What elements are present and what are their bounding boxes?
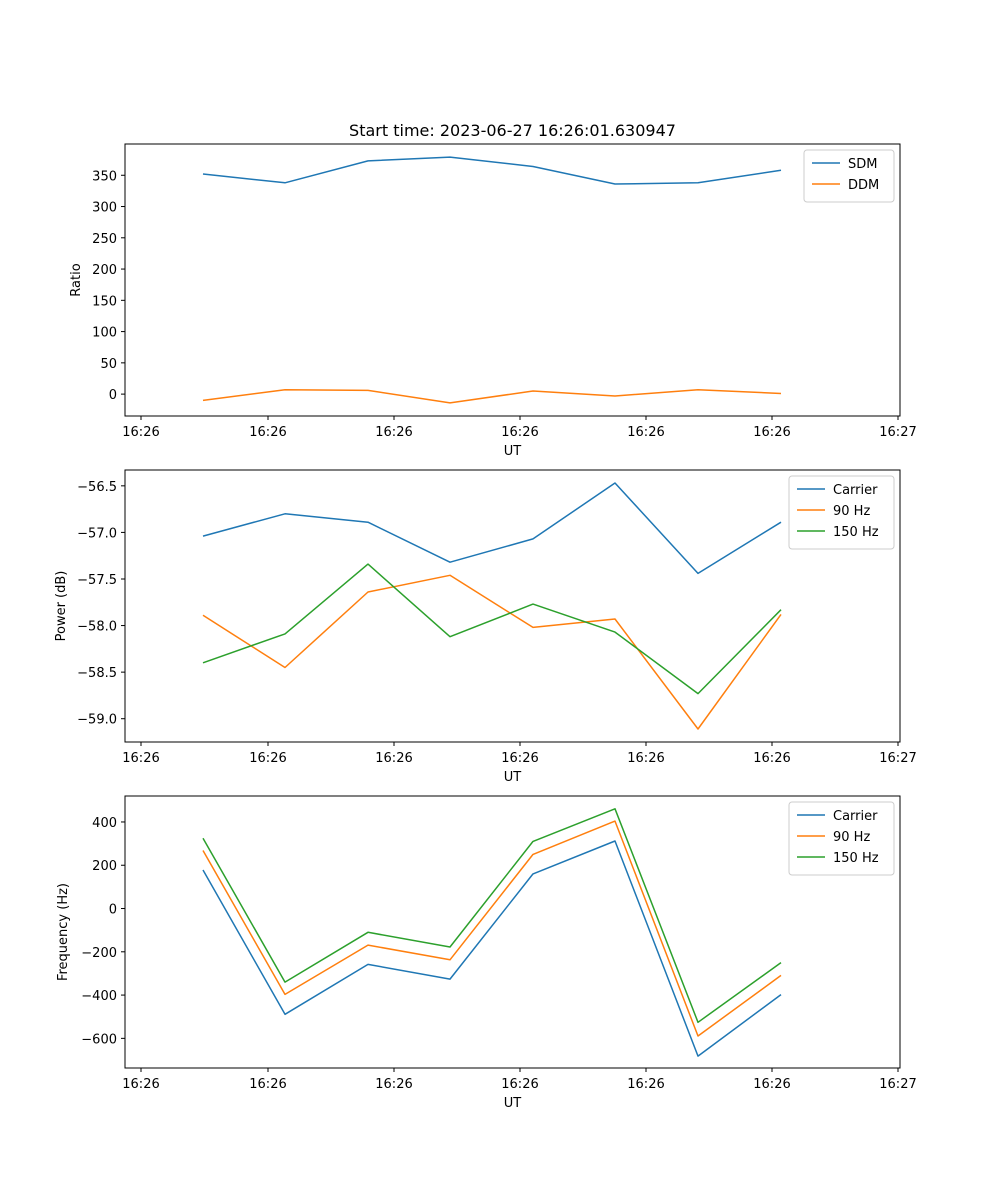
legend-label: SDM	[848, 157, 877, 172]
y-tick-label: −57.0	[77, 526, 117, 541]
y-tick-label: 50	[100, 357, 117, 372]
legend: SDM DDM	[803, 149, 895, 203]
x-tick-label: 16:26	[249, 425, 286, 440]
x-tick-label: 16:26	[501, 751, 538, 766]
legend-label: 90 Hz	[833, 830, 870, 845]
y-axis-label: Frequency (Hz)	[56, 883, 71, 981]
legend-label: 150 Hz	[833, 851, 879, 866]
y-tick-label: 200	[92, 263, 117, 278]
x-tick-label: 16:26	[122, 1077, 159, 1092]
x-tick-label: 16:26	[122, 751, 159, 766]
x-tick-label: 16:26	[753, 425, 790, 440]
y-axis-label: Ratio	[69, 263, 84, 296]
y-tick-label: 200	[92, 859, 117, 874]
legend-label: DDM	[848, 178, 879, 193]
chart-title: Start time: 2023-06-27 16:26:01.630947	[349, 121, 676, 140]
y-tick-label: 0	[109, 903, 117, 918]
series-line-sdm	[202, 156, 782, 185]
series-line-carrier	[202, 482, 782, 575]
x-tick-label: 16:26	[249, 751, 286, 766]
series-line-ddm	[202, 388, 782, 404]
plot-frame	[124, 469, 901, 743]
y-tick-label: 250	[92, 232, 117, 247]
x-tick-label: 16:26	[375, 751, 412, 766]
power-panel: 16:26 16:26 16:26 16:26 16:26 16:26 16:27 −59.0…	[54, 469, 917, 785]
series-line-90-hz	[202, 820, 782, 1037]
ratio-panel: Start time: 2023-06-27 16:26:01.630947 1…	[69, 121, 917, 459]
x-tick-label: 16:26	[122, 425, 159, 440]
plot-frame	[124, 143, 901, 417]
x-tick-label: 16:26	[627, 1077, 664, 1092]
y-tick-label: −57.5	[77, 573, 117, 588]
y-tick-label: 350	[92, 169, 117, 184]
x-axis-label: UT	[504, 444, 522, 459]
legend: Carrier 90 Hz 150 Hz	[788, 475, 895, 550]
series-line-150-hz	[202, 808, 782, 1024]
legend-label: Carrier	[833, 809, 878, 824]
y-tick-label: 0	[109, 388, 117, 403]
y-axis-label: Power (dB)	[54, 571, 69, 642]
frequency-panel: 16:26 16:26 16:26 16:26 16:26 16:26 16:27 −600 −…	[56, 795, 917, 1111]
x-tick-label: 16:26	[627, 425, 664, 440]
series-line-90-hz	[202, 574, 782, 730]
y-tick-label: −200	[81, 946, 117, 961]
y-tick-label: 400	[92, 816, 117, 831]
y-tick-label: −58.5	[77, 666, 117, 681]
y-tick-label: −56.5	[77, 480, 117, 495]
y-tick-label: −58.0	[77, 620, 117, 635]
legend: Carrier 90 Hz 150 Hz	[788, 801, 895, 876]
y-tick-label: 100	[92, 326, 117, 341]
y-tick-label: −59.0	[77, 713, 117, 728]
x-tick-label: 16:26	[501, 425, 538, 440]
x-tick-label: 16:26	[375, 1077, 412, 1092]
x-tick-label: 16:26	[627, 751, 664, 766]
x-axis-label: UT	[504, 1096, 522, 1111]
x-tick-label: 16:26	[375, 425, 412, 440]
x-axis-label: UT	[504, 770, 522, 785]
y-tick-label: −600	[81, 1032, 117, 1047]
x-tick-label: 16:26	[753, 751, 790, 766]
x-tick-label: 16:26	[753, 1077, 790, 1092]
y-tick-label: 300	[92, 201, 117, 216]
series-line-150-hz	[202, 563, 782, 695]
x-tick-label: 16:27	[879, 425, 916, 440]
plot-frame	[124, 795, 901, 1069]
y-tick-label: 150	[92, 294, 117, 309]
x-tick-label: 16:26	[501, 1077, 538, 1092]
series-line-carrier	[202, 840, 782, 1057]
y-tick-label: −400	[81, 989, 117, 1004]
x-tick-label: 16:27	[879, 1077, 916, 1092]
legend-label: 150 Hz	[833, 525, 879, 540]
x-tick-label: 16:27	[879, 751, 916, 766]
legend-label: 90 Hz	[833, 504, 870, 519]
legend-label: Carrier	[833, 483, 878, 498]
x-tick-label: 16:26	[249, 1077, 286, 1092]
